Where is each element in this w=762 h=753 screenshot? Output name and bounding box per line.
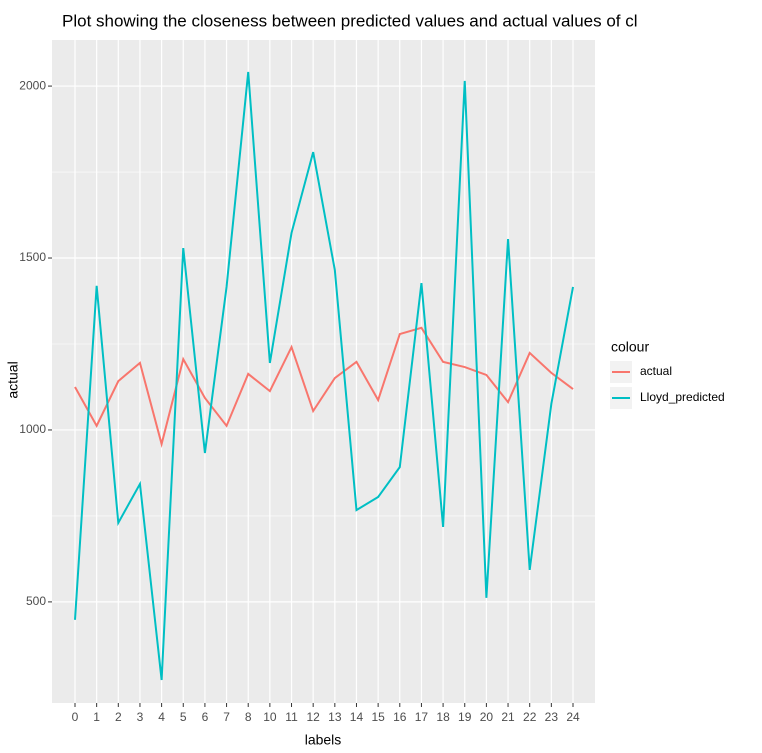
x-tick-label: 23 bbox=[545, 710, 559, 724]
legend-title: colour bbox=[611, 339, 649, 355]
legend-label: Lloyd_predicted bbox=[640, 390, 725, 404]
x-tick-label: 15 bbox=[371, 710, 385, 724]
x-tick-label: 10 bbox=[263, 710, 277, 724]
y-axis-label: actual bbox=[5, 361, 21, 398]
x-tick-label: 0 bbox=[72, 710, 79, 724]
x-tick-label: 16 bbox=[393, 710, 407, 724]
x-tick-label: 17 bbox=[415, 710, 429, 724]
x-axis-label: labels bbox=[305, 732, 342, 748]
x-tick-label: 6 bbox=[202, 710, 209, 724]
x-tick-label: 4 bbox=[158, 710, 165, 724]
x-tick-label: 7 bbox=[223, 710, 230, 724]
x-tick-label: 12 bbox=[306, 710, 320, 724]
line-series bbox=[74, 326, 574, 449]
x-tick-label: 13 bbox=[328, 710, 342, 724]
x-tick-label: 19 bbox=[458, 710, 472, 724]
y-tick-label: 500 bbox=[26, 594, 46, 608]
x-tick-label: 14 bbox=[350, 710, 364, 724]
x-tick-label: 2 bbox=[115, 710, 122, 724]
x-tick-label: 22 bbox=[523, 710, 537, 724]
x-tick-label: 11 bbox=[285, 710, 298, 724]
y-tick-label: 2000 bbox=[19, 78, 46, 92]
x-tick-label: 21 bbox=[501, 710, 515, 724]
chart-title: Plot showing the closeness between predi… bbox=[62, 11, 638, 30]
y-tick-label: 1000 bbox=[19, 422, 46, 436]
legend-label: actual bbox=[640, 364, 672, 378]
x-tick-label: 18 bbox=[436, 710, 450, 724]
x-tick-label: 8 bbox=[245, 710, 252, 724]
x-tick-label: 24 bbox=[566, 710, 580, 724]
x-tick-label: 3 bbox=[137, 710, 144, 724]
x-tick-label: 1 bbox=[93, 710, 100, 724]
panel bbox=[52, 40, 595, 703]
line-series bbox=[74, 71, 574, 681]
x-tick-label: 20 bbox=[480, 710, 494, 724]
y-tick-label: 1500 bbox=[19, 250, 46, 264]
x-tick-label: 5 bbox=[180, 710, 187, 724]
